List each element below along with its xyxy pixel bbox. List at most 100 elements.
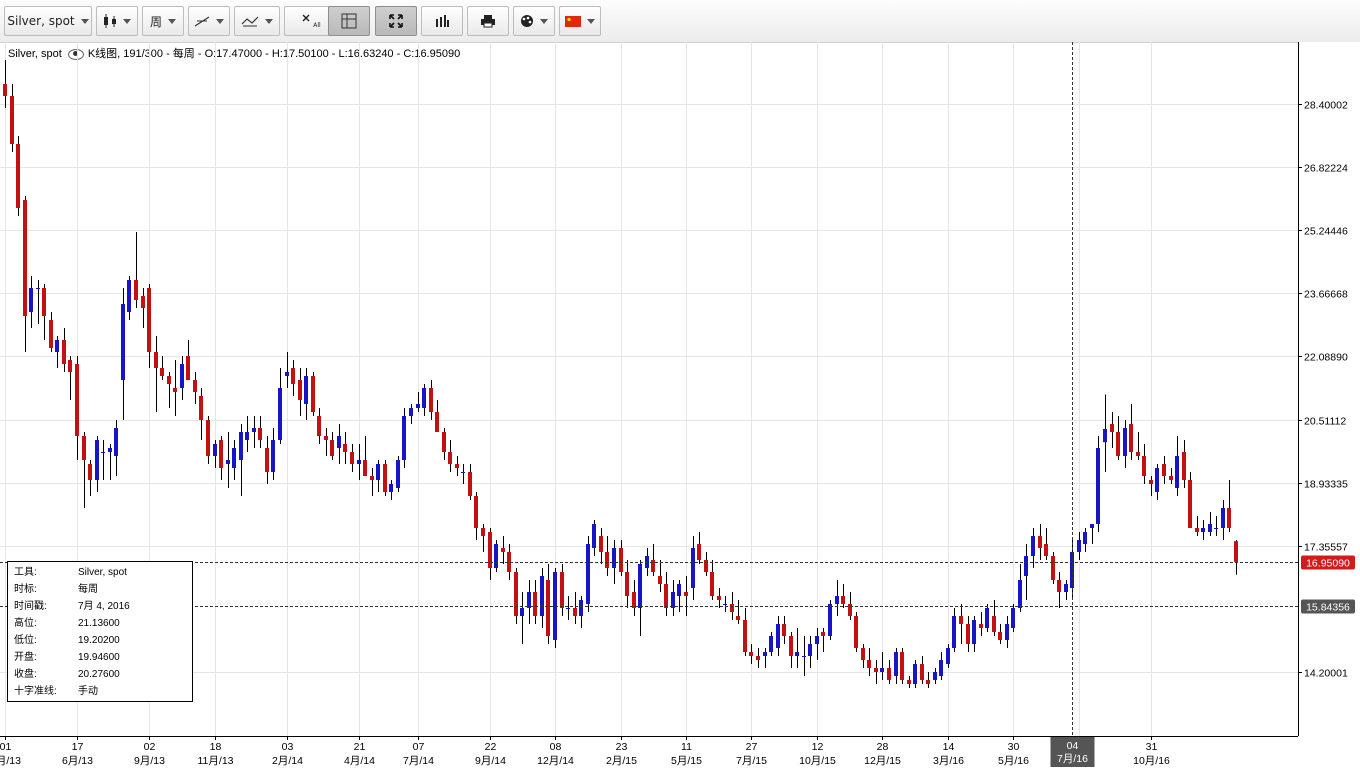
candle-body[interactable] xyxy=(396,460,400,488)
period-selector[interactable]: 周 xyxy=(142,6,184,36)
candle-body[interactable] xyxy=(907,680,911,684)
candle-body[interactable] xyxy=(435,412,439,432)
candle-body[interactable] xyxy=(664,584,668,608)
print-button[interactable] xyxy=(467,6,509,36)
candle-body[interactable] xyxy=(1149,480,1153,484)
candle-body[interactable] xyxy=(619,548,623,572)
candle-body[interactable] xyxy=(691,548,695,588)
candle-body[interactable] xyxy=(684,592,688,596)
candle-body[interactable] xyxy=(769,636,773,652)
candle-body[interactable] xyxy=(605,552,609,568)
candle-body[interactable] xyxy=(815,636,819,644)
candle-body[interactable] xyxy=(1195,528,1199,532)
candle-body[interactable] xyxy=(468,472,472,496)
candle-body[interactable] xyxy=(461,472,465,473)
candle-body[interactable] xyxy=(383,464,387,492)
candle-body[interactable] xyxy=(749,652,753,656)
candle-body[interactable] xyxy=(1083,532,1087,544)
candle-body[interactable] xyxy=(946,648,950,664)
candle-body[interactable] xyxy=(507,552,511,572)
line-tool-button[interactable] xyxy=(188,6,230,36)
candle-body[interactable] xyxy=(317,416,321,436)
candle-body[interactable] xyxy=(671,592,675,608)
candle-body[interactable] xyxy=(828,604,832,636)
candle-body[interactable] xyxy=(160,368,164,376)
candle-body[interactable] xyxy=(743,620,747,652)
candle-body[interactable] xyxy=(854,616,858,648)
candle-body[interactable] xyxy=(448,452,452,464)
candle-body[interactable] xyxy=(736,616,740,620)
candle-body[interactable] xyxy=(1142,456,1146,476)
candle-body[interactable] xyxy=(55,340,59,352)
candle-body[interactable] xyxy=(291,368,295,384)
candle-body[interactable] xyxy=(1038,536,1042,548)
candle-body[interactable] xyxy=(36,288,40,289)
candle-body[interactable] xyxy=(422,388,426,408)
candle-body[interactable] xyxy=(62,340,66,364)
candle-body[interactable] xyxy=(409,408,413,416)
candle-body[interactable] xyxy=(1182,452,1186,480)
candle-body[interactable] xyxy=(350,452,354,464)
candle-body[interactable] xyxy=(579,600,583,616)
candle-body[interactable] xyxy=(808,644,812,656)
candle-body[interactable] xyxy=(992,616,996,632)
candle-body[interactable] xyxy=(566,608,570,609)
candle-body[interactable] xyxy=(226,460,230,464)
candle-body[interactable] xyxy=(147,288,151,352)
candle-body[interactable] xyxy=(926,680,930,684)
candle-body[interactable] xyxy=(612,548,616,568)
chart-type-button[interactable] xyxy=(96,6,138,36)
candle-body[interactable] xyxy=(42,288,46,316)
candle-body[interactable] xyxy=(370,476,374,480)
candle-body[interactable] xyxy=(710,572,714,596)
indicator-button[interactable] xyxy=(421,6,463,36)
candle-body[interactable] xyxy=(1234,541,1238,562)
candle-body[interactable] xyxy=(887,668,891,680)
candle-body[interactable] xyxy=(389,484,393,492)
candle-body[interactable] xyxy=(900,652,904,680)
candle-body[interactable] xyxy=(1090,524,1094,528)
candle-body[interactable] xyxy=(1201,528,1205,532)
candle-body[interactable] xyxy=(959,616,963,624)
candle-body[interactable] xyxy=(173,388,177,392)
candle-body[interactable] xyxy=(16,144,20,208)
candle-body[interactable] xyxy=(776,624,780,648)
color-scheme-button[interactable] xyxy=(513,6,555,36)
candle-body[interactable] xyxy=(677,584,681,596)
candle-body[interactable] xyxy=(546,580,550,636)
candle-body[interactable] xyxy=(330,440,334,456)
candle-body[interactable] xyxy=(1077,540,1081,552)
candle-body[interactable] xyxy=(599,536,603,552)
candle-body[interactable] xyxy=(101,452,105,453)
candle-body[interactable] xyxy=(1018,580,1022,608)
candle-body[interactable] xyxy=(1227,508,1231,528)
candle-body[interactable] xyxy=(998,632,1002,640)
candle-body[interactable] xyxy=(1005,624,1009,640)
candle-body[interactable] xyxy=(802,656,806,657)
candle-body[interactable] xyxy=(481,528,485,536)
candle-body[interactable] xyxy=(880,668,884,672)
candle-body[interactable] xyxy=(10,96,14,144)
candle-body[interactable] xyxy=(821,632,825,636)
candle-body[interactable] xyxy=(763,652,767,656)
candle-body[interactable] xyxy=(1208,524,1212,532)
candle-body[interactable] xyxy=(252,428,256,432)
candle-body[interactable] xyxy=(474,496,478,528)
candle-body[interactable] xyxy=(1188,480,1192,528)
candle-body[interactable] xyxy=(913,664,917,684)
crosshair-grid-button[interactable] xyxy=(328,6,370,36)
candle-body[interactable] xyxy=(540,576,544,616)
candle-body[interactable] xyxy=(717,596,721,600)
candle-body[interactable] xyxy=(658,576,662,584)
candle-body[interactable] xyxy=(455,464,459,468)
trend-tool-button[interactable] xyxy=(234,6,280,36)
candle-body[interactable] xyxy=(1057,580,1061,592)
candle-body[interactable] xyxy=(1116,432,1120,456)
candle-body[interactable] xyxy=(939,660,943,676)
candle-body[interactable] xyxy=(514,572,518,616)
candle-body[interactable] xyxy=(141,296,145,308)
candle-body[interactable] xyxy=(180,364,184,388)
candle-body[interactable] xyxy=(1011,608,1015,628)
candle-body[interactable] xyxy=(1175,456,1179,488)
candle-body[interactable] xyxy=(311,376,315,412)
